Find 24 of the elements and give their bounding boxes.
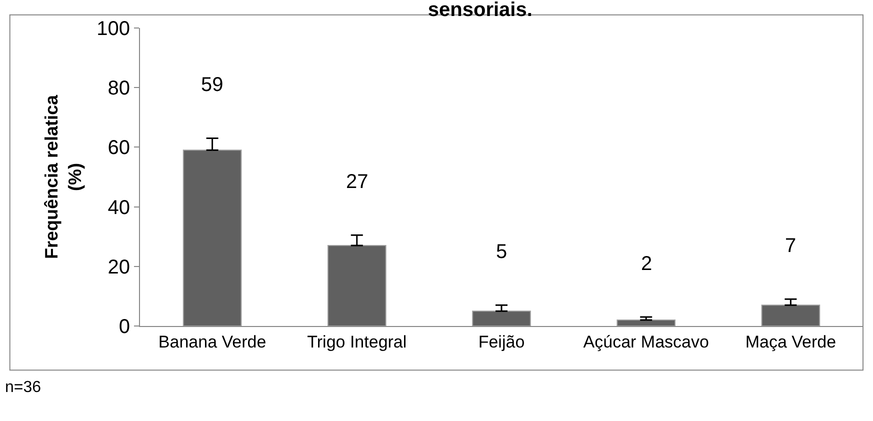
- x-tick-label: Maça Verde: [745, 332, 836, 352]
- x-tick-label: Banana Verde: [158, 332, 266, 352]
- data-label: 5: [496, 241, 508, 263]
- y-tick-label: 20: [108, 256, 130, 278]
- x-tick-label: Açúcar Mascavo: [583, 332, 709, 352]
- bar: [761, 304, 820, 326]
- y-tick-label: 60: [108, 137, 130, 160]
- bar: [472, 310, 531, 326]
- y-tick-label: 0: [118, 316, 130, 338]
- data-label: 7: [785, 235, 796, 257]
- y-tick-label: 100: [96, 18, 130, 40]
- bar: [182, 150, 242, 326]
- data-label: 2: [641, 253, 652, 275]
- x-tick-label: Trigo Integral: [307, 332, 407, 352]
- chart-title: sensoriais.: [428, 0, 532, 22]
- data-label: 27: [346, 171, 368, 193]
- bar: [327, 245, 386, 326]
- data-label: 59: [201, 74, 224, 96]
- text: n=36: [5, 379, 42, 396]
- bar: [616, 320, 676, 326]
- y-tick-label: 80: [108, 78, 130, 100]
- y-axis-title: Frequência relatica (%): [41, 94, 85, 260]
- y-tick-label: 40: [108, 196, 130, 219]
- x-tick-label: Feijão: [478, 332, 525, 352]
